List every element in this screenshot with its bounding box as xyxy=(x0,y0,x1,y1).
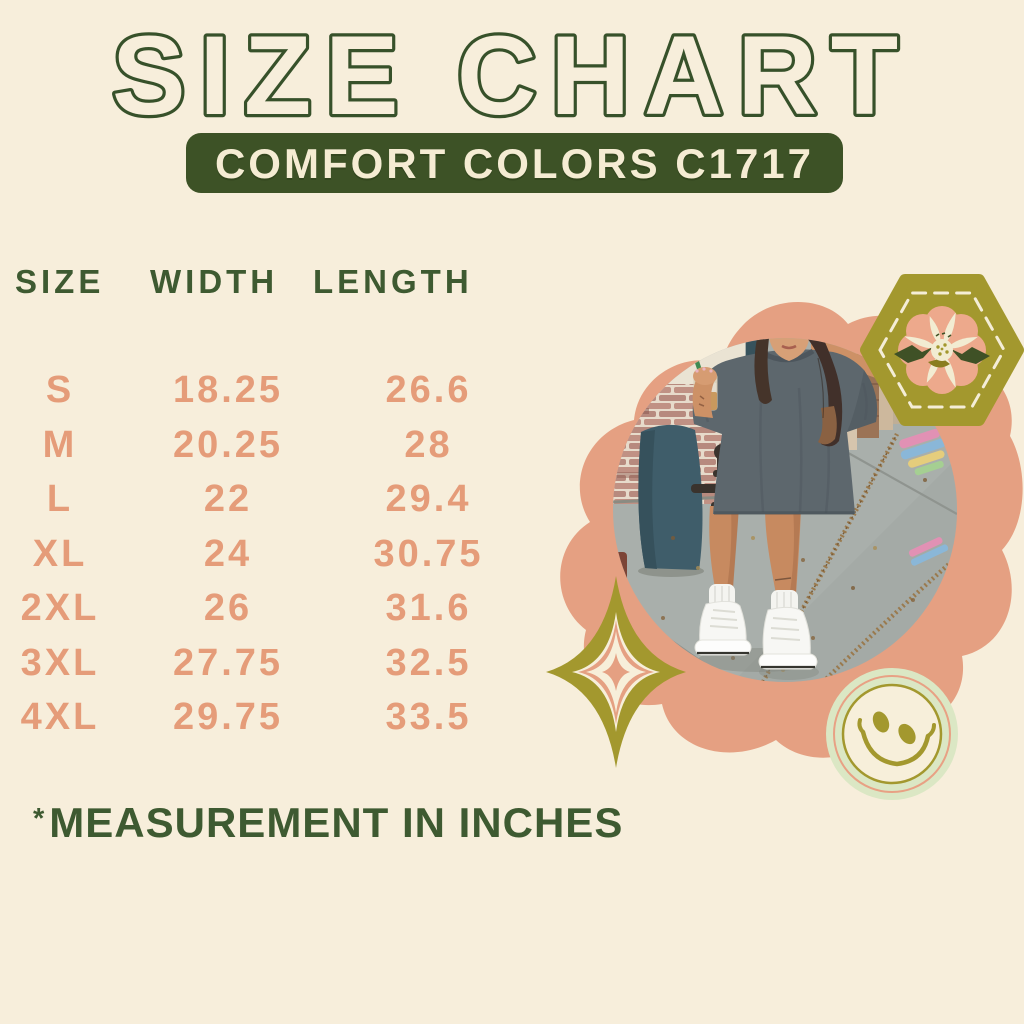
column-header-width: WIDTH xyxy=(150,263,279,300)
chalk-art xyxy=(899,428,949,566)
page-title: SIZE CHART xyxy=(112,13,912,130)
size-cell: XL xyxy=(32,532,88,575)
width-cell: 26 xyxy=(203,587,253,629)
flower-illustration xyxy=(894,306,990,394)
model xyxy=(689,338,915,670)
size-cell: L xyxy=(46,478,74,520)
length-cell: 33.5 xyxy=(385,696,472,738)
width-cell: 27.75 xyxy=(172,641,284,684)
table-row: 4XL 29.75 33.5 xyxy=(0,690,521,745)
table-row: S 18.25 26.6 xyxy=(0,363,521,418)
smiley-face-icon xyxy=(826,668,958,800)
flower-hexagon-badge-icon xyxy=(860,274,1024,426)
size-cell: S xyxy=(45,369,75,411)
face xyxy=(769,338,809,361)
column-header-size: SIZE xyxy=(15,263,105,300)
column-header-length: LENGTH xyxy=(313,263,473,300)
length-cell: 32.5 xyxy=(385,641,472,684)
length-cell: 29.4 xyxy=(385,478,472,520)
measurement-footnote: *MEASUREMENT IN INCHES xyxy=(33,799,623,847)
length-cell: 31.6 xyxy=(385,587,472,629)
size-cell: M xyxy=(42,423,78,466)
page-title-art: SIZE CHART xyxy=(109,12,912,130)
width-cell: 18.25 xyxy=(172,369,284,411)
hair xyxy=(754,338,843,447)
table-row: XL 24 30.75 xyxy=(0,527,521,582)
forearm xyxy=(692,376,714,418)
width-cell: 20.25 xyxy=(172,423,284,466)
right-sneaker xyxy=(758,606,818,670)
product-badge: COMFORT COLORS C1717 xyxy=(186,133,843,193)
table-row: 2XL 26 31.6 xyxy=(0,581,521,636)
width-cell: 29.75 xyxy=(172,696,284,738)
table-row: L 22 29.4 xyxy=(0,472,521,527)
length-cell: 26.6 xyxy=(385,369,472,411)
length-cell: 28 xyxy=(404,423,453,466)
four-point-sparkle-icon xyxy=(546,576,686,768)
size-cell: 4XL xyxy=(20,696,100,738)
footnote-text: MEASUREMENT IN INCHES xyxy=(49,799,624,846)
width-cell: 24 xyxy=(203,532,253,575)
size-cell: 3XL xyxy=(20,641,100,684)
teal-column xyxy=(638,424,704,577)
width-cell: 22 xyxy=(203,478,253,520)
length-cell: 30.75 xyxy=(373,532,484,575)
table-row: 3XL 27.75 32.5 xyxy=(0,636,521,691)
size-cell: 2XL xyxy=(20,587,100,629)
asterisk: * xyxy=(33,803,50,835)
table-body: S 18.25 26.6 M 20.25 28 L 22 29.4 XL 24 … xyxy=(0,363,521,745)
left-sneaker xyxy=(694,600,752,656)
table-row: M 20.25 28 xyxy=(0,418,521,473)
